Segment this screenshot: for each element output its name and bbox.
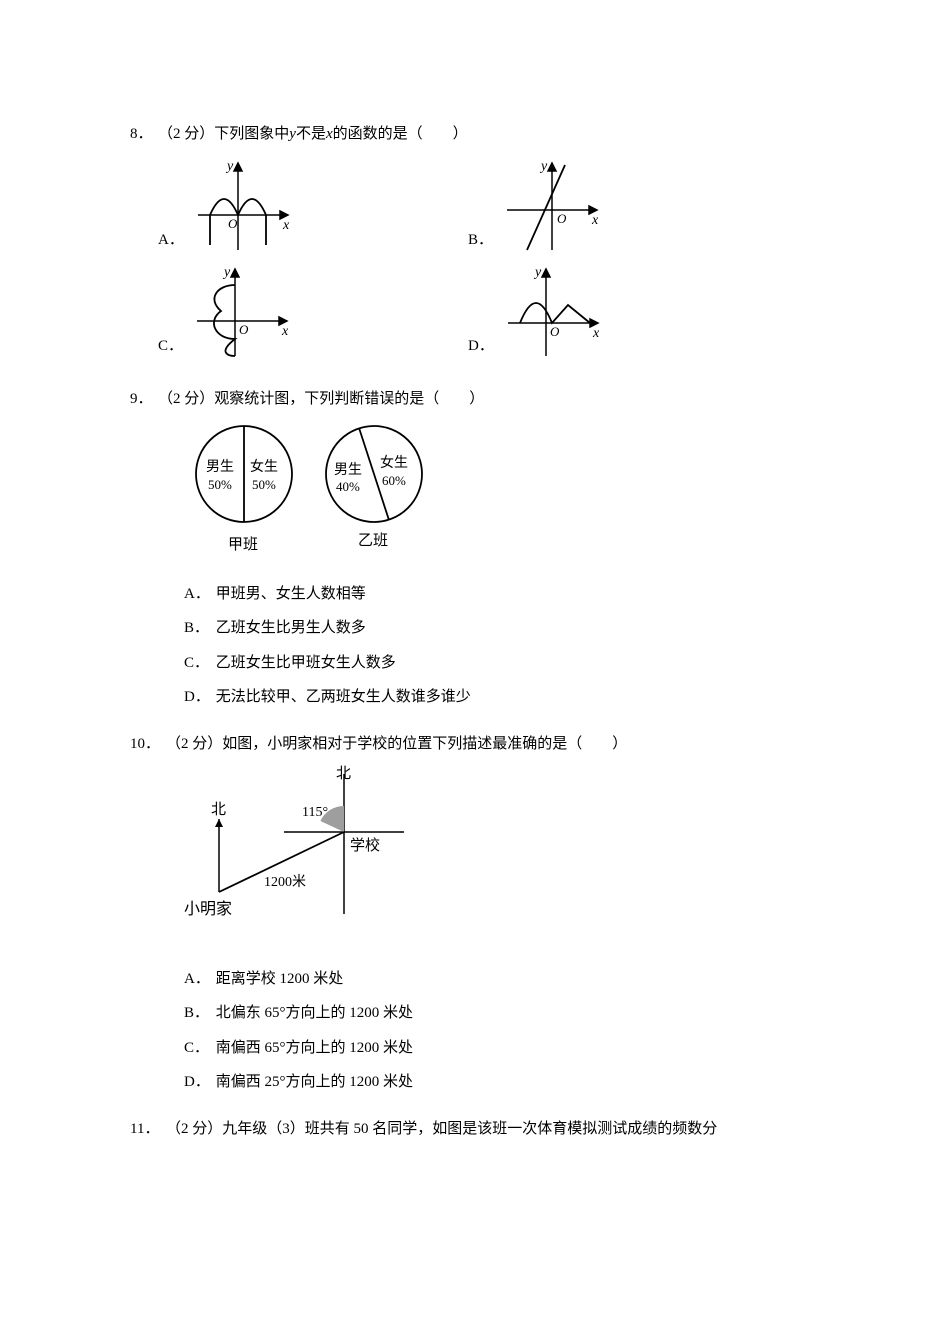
q8-options: A． y x O B． — [158, 155, 820, 367]
q10-option-A: A． 距离学校 1200 米处 — [184, 965, 820, 994]
q10-option-B: B． 北偏东 65°方向上的 1200 米处 — [184, 999, 820, 1028]
q10-text: 如图，小明家相对于学校的位置下列描述最准确的是（ ） — [222, 730, 627, 759]
pie1-left-pct: 50% — [208, 477, 232, 492]
q9-option-D-text: 无法比较甲、乙两班女生人数谁多谁少 — [216, 689, 471, 705]
axis-x-label: x — [592, 326, 600, 341]
pie2-right-label: 女生 — [380, 454, 408, 471]
q8-text-1: 下列图象中 — [214, 120, 289, 149]
pie1-caption: 甲班 — [228, 536, 258, 553]
q9-figure: 男生 50% 女生 50% 甲班 男生 40% 女生 60% 乙班 — [184, 419, 820, 570]
axis-x-label: x — [591, 213, 599, 228]
axis-y-label: y — [533, 265, 542, 280]
home-label: 小明家 — [184, 900, 232, 918]
q10-diagram: 北 学校 115° 1200米 北 小明家 — [184, 764, 424, 944]
q9-option-D: D． 无法比较甲、乙两班女生人数谁多谁少 — [184, 683, 820, 712]
q9-options: A． 甲班男、女生人数相等 B． 乙班女生比男生人数多 C． 乙班女生比甲班女生… — [184, 580, 820, 712]
axis-y-label: y — [539, 159, 548, 174]
q8-option-A: A． y x O — [158, 155, 468, 255]
q10-option-B-text: 北偏东 65°方向上的 1200 米处 — [216, 1005, 413, 1021]
question-9: 9． （2 分） 观察统计图，下列判断错误的是（ ） 男生 50% 女生 50%… — [130, 385, 820, 712]
q10-option-A-text: 距离学校 1200 米处 — [216, 971, 344, 987]
q10-options: A． 距离学校 1200 米处 B． 北偏东 65°方向上的 1200 米处 C… — [184, 965, 820, 1097]
q8-option-C-label: C． — [158, 332, 183, 361]
exam-page: 8． （2 分） 下列图象中 y 不是 x 的函数的是（ ） A． — [0, 0, 950, 1344]
school-label: 学校 — [350, 837, 380, 854]
q9-option-A-text: 甲班男、女生人数相等 — [216, 586, 366, 602]
question-11: 11． （2 分） 九年级（3）班共有 50 名同学，如图是该班一次体育模拟测试… — [130, 1115, 820, 1144]
axis-x-label: x — [281, 324, 289, 339]
q10-option-C: C． 南偏西 65°方向上的 1200 米处 — [184, 1034, 820, 1063]
north-school: 北 — [336, 765, 351, 782]
pie2-caption: 乙班 — [358, 532, 388, 549]
q8-y: y — [289, 120, 296, 149]
q9-number: 9． — [130, 385, 158, 414]
distance-label: 1200米 — [264, 874, 306, 890]
q9-option-B-label: B． — [184, 614, 212, 643]
q10-figure: 北 学校 115° 1200米 北 小明家 — [184, 764, 820, 955]
q9-option-D-label: D． — [184, 683, 212, 712]
q8-option-D: D． y x O — [468, 261, 778, 361]
question-11-stem: 11． （2 分） 九年级（3）班共有 50 名同学，如图是该班一次体育模拟测试… — [130, 1115, 820, 1144]
q8-option-D-label: D． — [468, 332, 494, 361]
q8-option-B: B． y x O — [468, 155, 778, 255]
pie2-left-label: 男生 — [334, 462, 362, 478]
q9-pies: 男生 50% 女生 50% 甲班 男生 40% 女生 60% 乙班 — [184, 419, 464, 559]
question-8: 8． （2 分） 下列图象中 y 不是 x 的函数的是（ ） A． — [130, 120, 820, 367]
q8-points: （2 分） — [158, 120, 214, 149]
q9-text: 观察统计图，下列判断错误的是（ ） — [214, 385, 484, 414]
q9-option-A-label: A． — [184, 580, 212, 609]
q10-option-B-label: B． — [184, 999, 212, 1028]
origin-label: O — [550, 324, 560, 339]
q8-number: 8． — [130, 120, 158, 149]
pie2-right-pct: 60% — [382, 473, 406, 488]
pie1-right-label: 女生 — [250, 458, 278, 475]
axis-x-label: x — [282, 218, 290, 233]
q10-option-D-label: D． — [184, 1068, 212, 1097]
question-10-stem: 10． （2 分） 如图，小明家相对于学校的位置下列描述最准确的是（ ） — [130, 730, 820, 759]
q9-option-A: A． 甲班男、女生人数相等 — [184, 580, 820, 609]
q11-points: （2 分） — [166, 1115, 222, 1144]
q10-option-A-label: A． — [184, 965, 212, 994]
question-8-stem: 8． （2 分） 下列图象中 y 不是 x 的函数的是（ ） — [130, 120, 820, 149]
q8-text-3: 的函数的是（ ） — [333, 120, 468, 149]
q8-x: x — [326, 120, 333, 149]
q8-option-A-label: A． — [158, 226, 184, 255]
axis-y-label: y — [225, 159, 234, 174]
q8-option-B-label: B． — [468, 226, 493, 255]
q10-option-C-text: 南偏西 65°方向上的 1200 米处 — [216, 1040, 413, 1056]
origin-label: O — [239, 322, 249, 337]
q9-option-B-text: 乙班女生比男生人数多 — [216, 620, 366, 636]
q8-graph-B: y x O — [497, 155, 607, 255]
pie1-right-pct: 50% — [252, 477, 276, 492]
question-9-stem: 9． （2 分） 观察统计图，下列判断错误的是（ ） — [130, 385, 820, 414]
q9-option-B: B． 乙班女生比男生人数多 — [184, 614, 820, 643]
axis-y-label: y — [222, 265, 231, 280]
q9-option-C-text: 乙班女生比甲班女生人数多 — [216, 655, 396, 671]
q11-number: 11． — [130, 1115, 166, 1144]
angle-label: 115° — [302, 805, 328, 820]
question-10: 10． （2 分） 如图，小明家相对于学校的位置下列描述最准确的是（ ） 北 学… — [130, 730, 820, 1097]
q8-graph-A: y x O — [188, 155, 298, 255]
origin-label: O — [557, 211, 567, 226]
origin-label: O — [228, 216, 238, 231]
q9-points: （2 分） — [158, 385, 214, 414]
q8-option-C: C． y x O — [158, 261, 468, 361]
q10-option-D: D． 南偏西 25°方向上的 1200 米处 — [184, 1068, 820, 1097]
pie2-left-pct: 40% — [336, 479, 360, 494]
pie1-left-label: 男生 — [206, 459, 234, 475]
north-home: 北 — [211, 801, 226, 818]
q9-option-C: C． 乙班女生比甲班女生人数多 — [184, 649, 820, 678]
q8-graph-D: y x O — [498, 261, 608, 361]
q9-option-C-label: C． — [184, 649, 212, 678]
q8-graph-C: y x O — [187, 261, 297, 361]
q11-text: 九年级（3）班共有 50 名同学，如图是该班一次体育模拟测试成绩的频数分 — [222, 1115, 717, 1144]
q10-points: （2 分） — [166, 730, 222, 759]
q8-text-2: 不是 — [296, 120, 326, 149]
q10-option-D-text: 南偏西 25°方向上的 1200 米处 — [216, 1074, 413, 1090]
q10-option-C-label: C． — [184, 1034, 212, 1063]
q10-number: 10． — [130, 730, 166, 759]
